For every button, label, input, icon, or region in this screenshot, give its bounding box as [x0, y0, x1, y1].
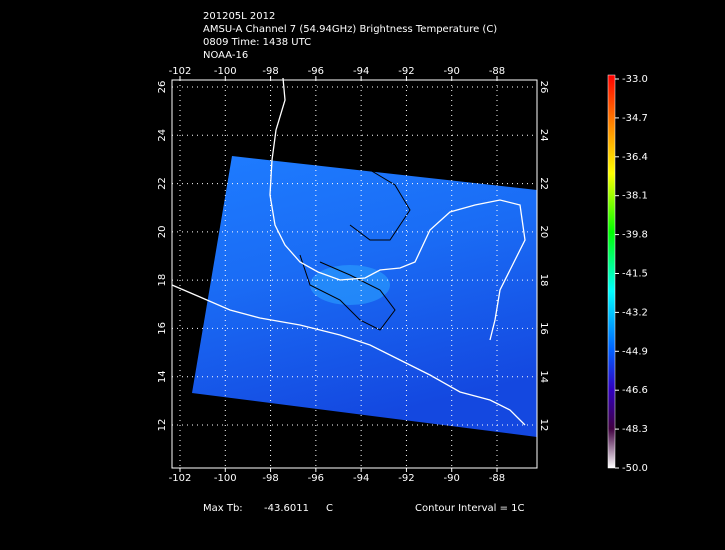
- contour: [344, 159, 411, 241]
- colorbar-label: -46.6: [622, 385, 648, 396]
- colorbar-label: -41.5: [622, 269, 648, 280]
- lat-label: 18: [157, 274, 168, 287]
- title-line: AMSU-A Channel 7 (54.94GHz) Brightness T…: [203, 24, 497, 35]
- lat-label: 22: [538, 177, 549, 190]
- lon-label: -90: [444, 66, 460, 77]
- lon-label: -92: [398, 473, 414, 484]
- lon-label: -88: [489, 66, 505, 77]
- colorbar-label: -38.1: [622, 191, 648, 202]
- colorbar-label: -43.2: [622, 307, 648, 318]
- lon-label: -100: [214, 473, 237, 484]
- lat-label: 14: [157, 370, 168, 383]
- lat-label: 12: [538, 419, 549, 432]
- lat-label: 14: [538, 370, 549, 383]
- lat-label: 16: [538, 322, 549, 335]
- lon-label: -94: [353, 66, 369, 77]
- colorbar-label: -36.4: [622, 152, 648, 163]
- map-frame: [171, 79, 538, 469]
- lat-label: 12: [157, 419, 168, 432]
- lon-label: -102: [169, 473, 192, 484]
- lon-label: -98: [262, 66, 278, 77]
- footer-unit: C: [326, 503, 333, 514]
- title-line: 201205L 2012: [203, 11, 275, 22]
- lat-label: 18: [538, 274, 549, 287]
- coastline: [171, 284, 526, 426]
- colorbar-label: -33.0: [622, 74, 648, 85]
- colorbar-label: -50.0: [622, 463, 648, 474]
- lat-label: 26: [157, 81, 168, 94]
- title-line: NOAA-16: [203, 50, 248, 61]
- lat-label: 26: [538, 81, 549, 94]
- lat-label: 24: [538, 129, 549, 142]
- colorbar-label: -39.8: [622, 230, 648, 241]
- colorbar-label: -48.3: [622, 424, 648, 435]
- lon-label: -100: [214, 66, 237, 77]
- footer-label: Max Tb:: [203, 503, 243, 514]
- title-line: 0809 Time: 1438 UTC: [203, 37, 311, 48]
- colorbar-label: -44.9: [622, 346, 648, 357]
- lon-label: -96: [308, 66, 324, 77]
- lon-label: -96: [308, 473, 324, 484]
- lat-label: 22: [157, 177, 168, 190]
- contour: [299, 254, 396, 331]
- coastline: [269, 77, 526, 341]
- lat-label: 24: [157, 129, 168, 142]
- lon-label: -90: [444, 473, 460, 484]
- lon-label: -102: [169, 66, 192, 77]
- footer-value: -43.6011: [264, 503, 309, 514]
- footer-contour: Contour Interval = 1C: [415, 503, 525, 514]
- lon-label: -88: [489, 473, 505, 484]
- lon-label: -94: [353, 473, 369, 484]
- lat-label: 20: [538, 225, 549, 238]
- lon-label: -98: [262, 473, 278, 484]
- lat-label: 16: [157, 322, 168, 335]
- lon-label: -92: [398, 66, 414, 77]
- lat-label: 20: [157, 225, 168, 238]
- colorbar: [607, 74, 616, 469]
- colorbar-label: -34.7: [622, 113, 648, 124]
